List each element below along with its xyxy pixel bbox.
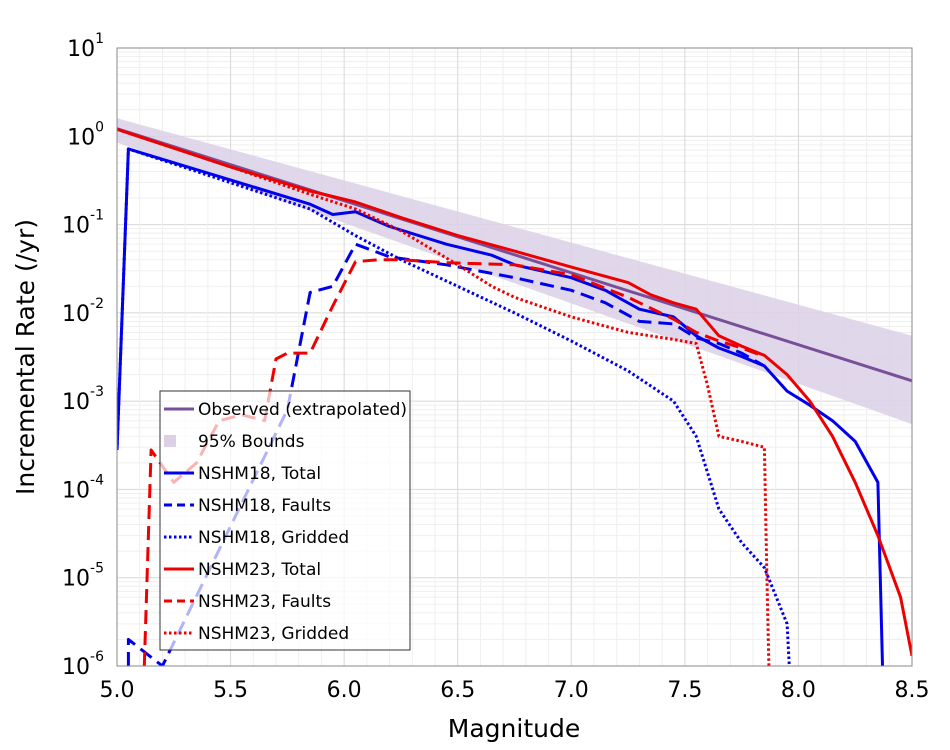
legend-label: NSHM23, Total <box>198 560 321 580</box>
legend-swatch <box>164 435 176 447</box>
legend-label: NSHM23, Faults <box>198 592 331 612</box>
series-line-1 <box>117 127 912 383</box>
plot-area <box>117 118 912 666</box>
y-tick-label: 101 <box>67 31 104 62</box>
x-tick-label: 5.0 <box>100 678 135 703</box>
x-tick-label: 5.5 <box>213 678 248 703</box>
y-tick-label: 10-2 <box>62 296 104 327</box>
plot-frame <box>116 47 913 667</box>
bounds-band <box>117 118 912 425</box>
x-tick-label: 8.0 <box>781 678 816 703</box>
y-tick-label: 10-6 <box>62 649 104 680</box>
y-tick-labels: 101 100 10-1 10-2 10-3 10-4 10-5 10-6 <box>62 31 104 680</box>
x-axis-label: Magnitude <box>448 714 580 743</box>
y-tick-label: 100 <box>67 119 104 150</box>
x-tick-label: 7.5 <box>667 678 702 703</box>
y-tick-label: 10-5 <box>62 561 104 592</box>
legend-label: 95% Bounds <box>198 432 305 452</box>
y-tick-label: 10-3 <box>62 384 104 415</box>
x-tick-label: 6.5 <box>440 678 475 703</box>
y-tick-label: 10-1 <box>62 208 104 239</box>
legend-label: NSHM18, Faults <box>198 496 331 516</box>
legend-box <box>159 390 411 651</box>
x-tick-label: 7.0 <box>554 678 589 703</box>
legend: Observed (extrapolated) 95% Bounds NSHM18,… <box>159 390 411 651</box>
legend-label: NSHM18, Gridded <box>198 528 349 548</box>
legend-label: NSHM18, Total <box>198 464 321 484</box>
y-axis-label: Incremental Rate (/yr) <box>11 219 40 495</box>
series-line-5 <box>117 127 912 657</box>
x-tick-label: 6.0 <box>327 678 362 703</box>
y-tick-label: 10-4 <box>62 472 104 503</box>
x-tick-labels: 5.0 5.5 6.0 6.5 7.0 7.5 8.0 8.5 <box>100 678 930 703</box>
legend-label: NSHM23, Gridded <box>198 624 349 644</box>
x-tick-label: 8.5 <box>895 678 930 703</box>
legend-label: Observed (extrapolated) <box>198 400 407 420</box>
